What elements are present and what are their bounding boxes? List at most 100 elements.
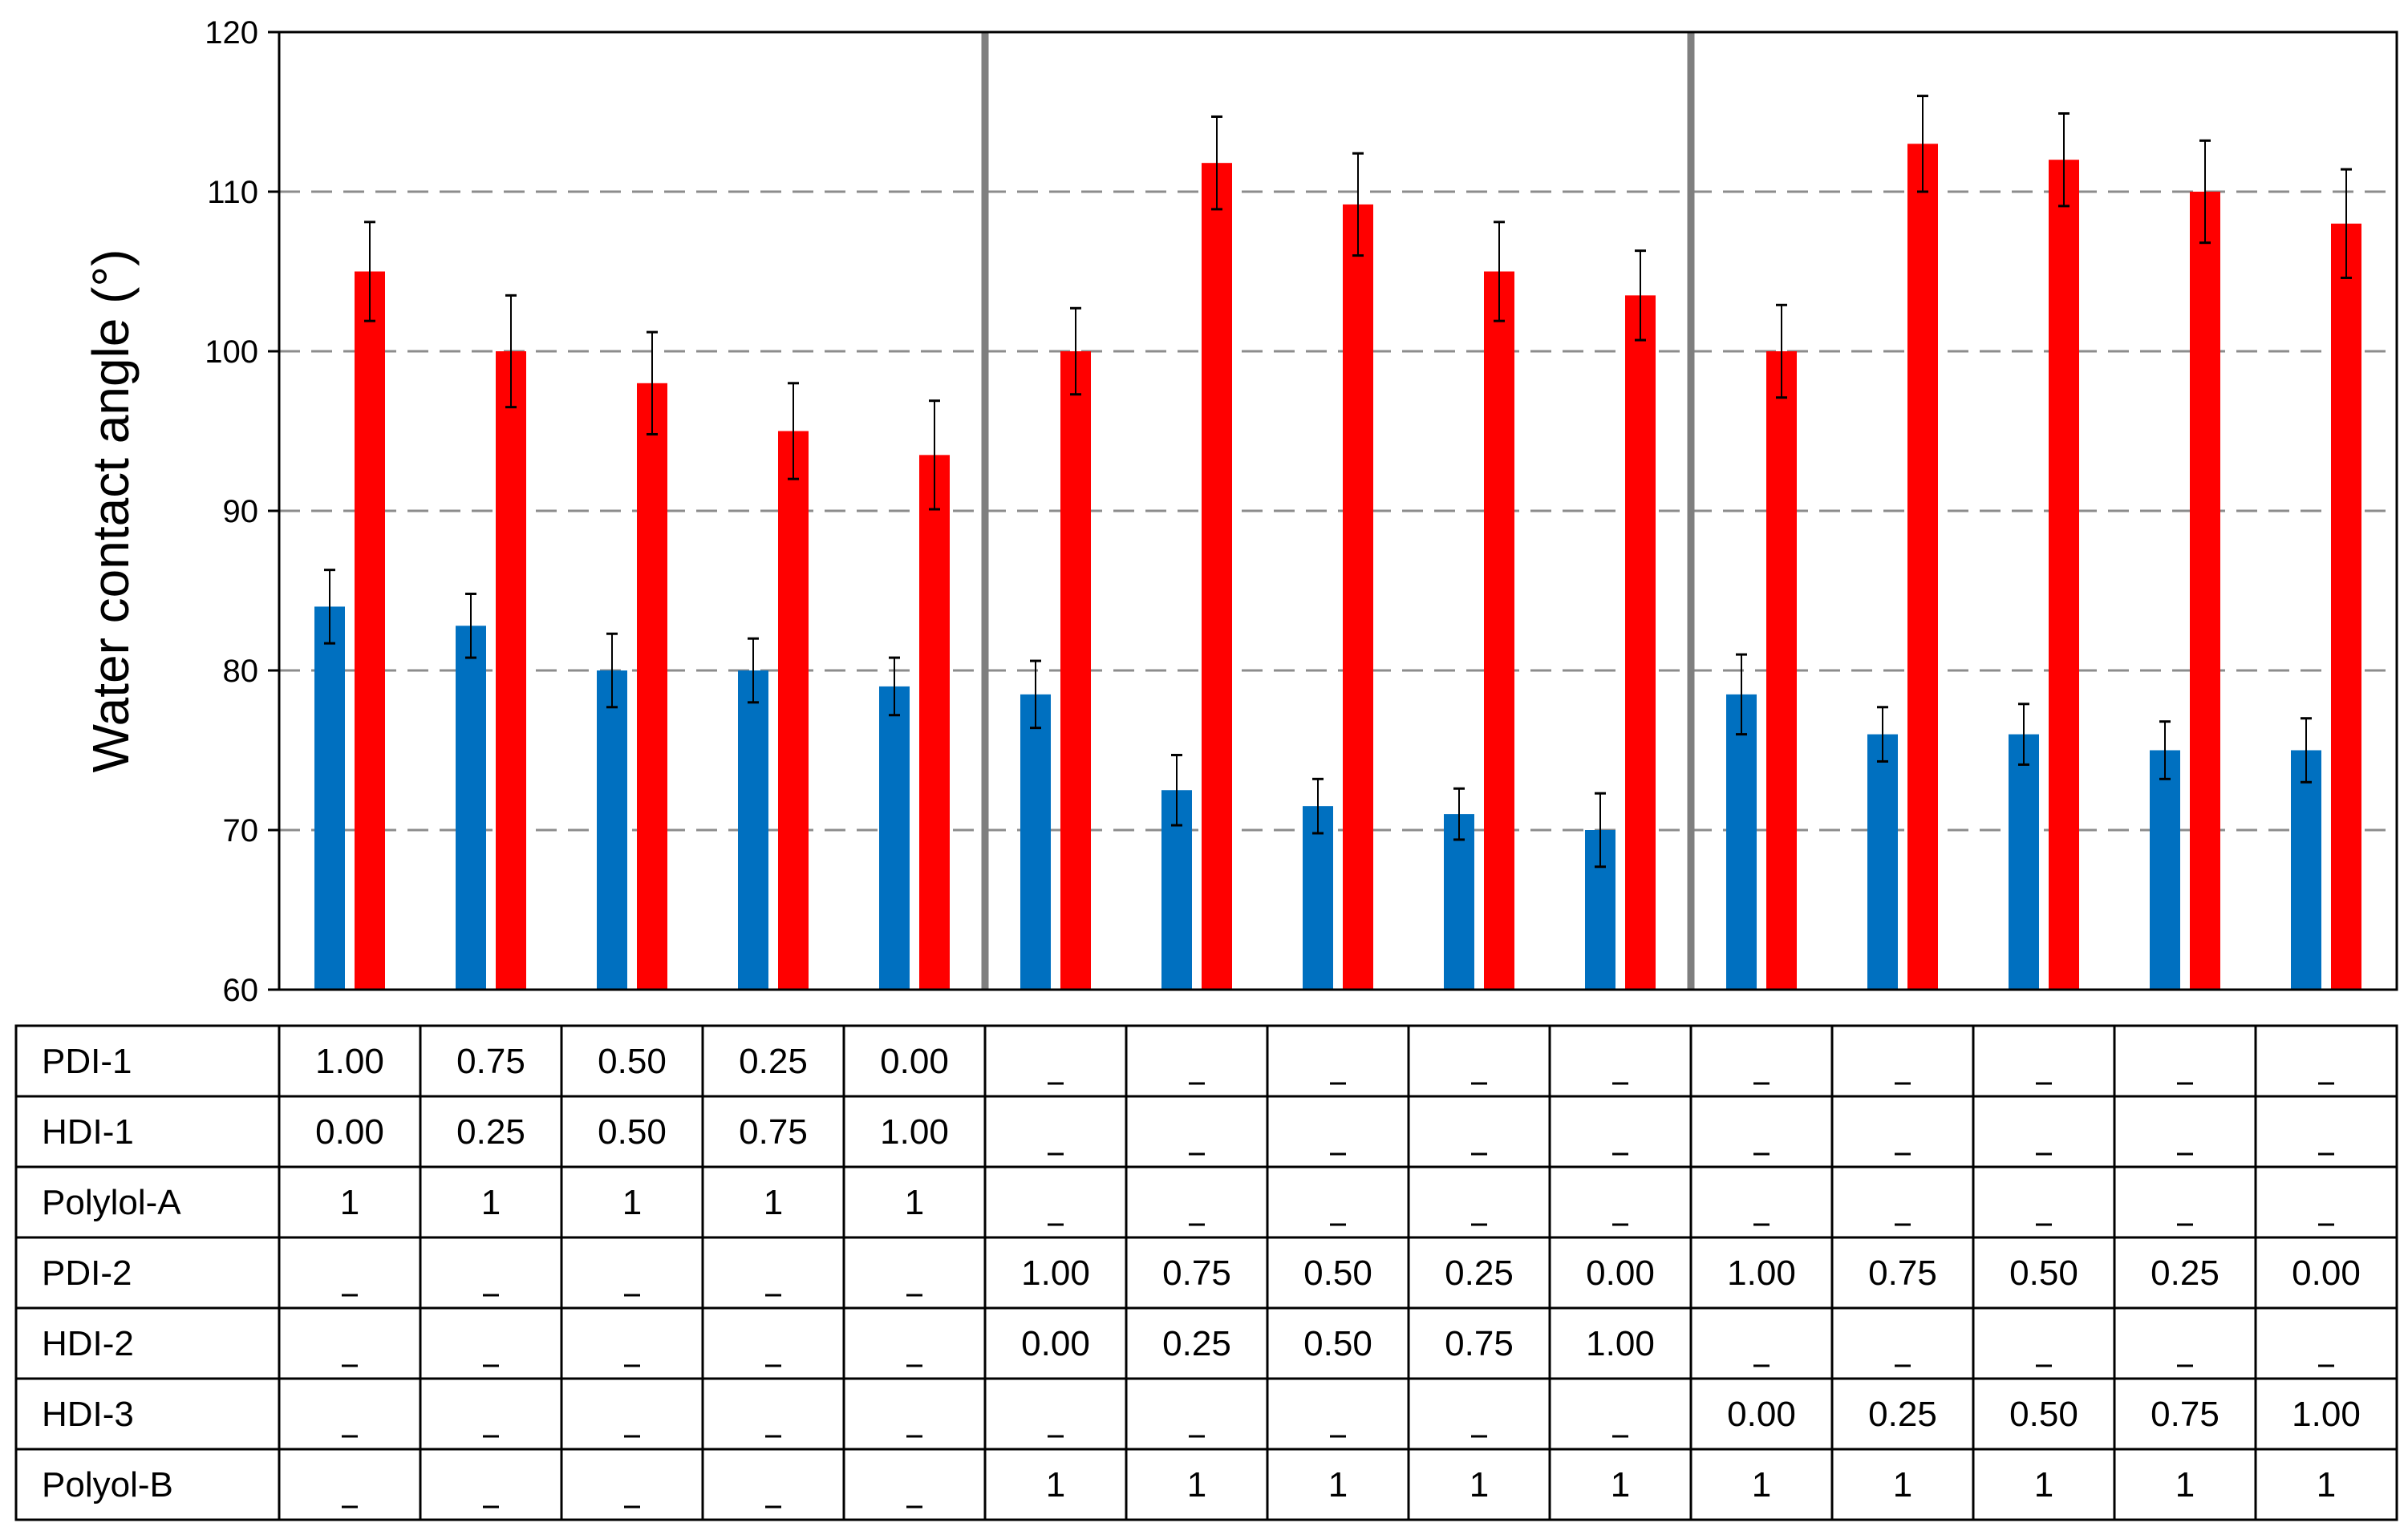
table-cell: 1 [2034,1465,2053,1505]
table-cell: 0.25 [2151,1253,2219,1293]
table-cell: 0.50 [598,1112,667,1152]
table-cell: 0.25 [456,1112,525,1152]
table-cell: 0.75 [1868,1253,1937,1293]
table-cell: 0.25 [1162,1324,1231,1363]
table-row-label: PDI-1 [42,1042,132,1081]
error-bar [1917,95,1928,193]
bar [1625,295,1656,990]
bar [1726,694,1757,990]
table-cell: 0.00 [880,1042,949,1081]
table-cell: 0.75 [2151,1395,2219,1434]
bar [1303,806,1333,990]
table-grid [14,1024,2398,1521]
error-bar [505,294,517,409]
table-cell: 1 [2317,1465,2336,1505]
table-cell: 1 [1187,1465,1206,1505]
table-cell: 1.00 [2292,1395,2361,1434]
bar [1867,734,1898,990]
composition-table: PDI-1 1.00 0.75 0.50 0.25 0.00 HDI-1 0.00 0.25 0.… [14,1024,2398,1521]
table-cell: 0.25 [1868,1395,1937,1434]
error-bar [2058,111,2070,208]
table-cell: 1 [1328,1465,1348,1505]
bar [1060,351,1091,990]
y-tick-label: 90 [223,494,259,529]
table-cell: 0.75 [456,1042,525,1081]
y-tick-label: 80 [223,654,259,689]
y-tick-label: 60 [223,973,259,1008]
table-cell: 0.00 [315,1112,384,1152]
bar [879,686,910,990]
error-bar [1877,706,1888,763]
table-row-label: PDI-2 [42,1253,132,1293]
table-cell: 1 [622,1183,642,1222]
bar [919,455,950,990]
bar [1907,144,1938,990]
error-bar [2018,703,2029,766]
error-bar [1453,787,1465,841]
table-cell: 0.00 [2292,1253,2361,1293]
error-bar [1352,152,1364,257]
table-cell: 1 [764,1183,783,1222]
bar [637,383,667,990]
bars [314,144,2361,990]
bar [778,431,809,990]
table-cell: 1 [905,1183,924,1222]
error-bar [465,592,476,659]
bar [2009,734,2039,990]
y-tick-label: 100 [205,334,258,370]
error-bar [1776,303,1787,399]
table-cell: 0.00 [1021,1324,1090,1363]
bar [1343,204,1373,990]
error-bar [324,569,335,645]
error-bar [606,632,618,709]
table-cell: 1 [1046,1465,1065,1505]
error-bar [2159,720,2171,780]
table-row: Polyol-B 1 1 1 1 1 1 1 1 1 1 [42,1465,2336,1509]
error-bar [1211,115,1222,211]
error-bar [1030,659,1041,730]
table-cell: 1.00 [315,1042,384,1081]
table-cell: 1.00 [1021,1253,1090,1293]
table-cell: 0.50 [1303,1253,1372,1293]
table-cell: 1 [2175,1465,2195,1505]
table-row-label: Polyol-B [42,1465,173,1505]
table-cell: 1 [1893,1465,1912,1505]
bar [355,271,385,990]
table-cell: 1.00 [1586,1324,1655,1363]
table-row: HDI-3 0.00 0.25 0.50 0.75 1.00 [42,1395,2361,1438]
table-cell: 1 [1611,1465,1630,1505]
table-cell: 0.75 [739,1112,808,1152]
bar [2331,223,2361,990]
table-cell: 0.25 [1445,1253,1514,1293]
error-bar [1494,221,1505,322]
table-row-label: HDI-2 [42,1324,134,1363]
error-bar [2199,139,2211,245]
bar [1766,351,1797,990]
bar [1020,694,1051,990]
error-bar [1070,306,1081,396]
table-cell: 1.00 [1727,1253,1796,1293]
error-bar [929,399,940,511]
error-bars [324,95,2352,869]
y-axis-title: Water contact angle (°) [82,249,140,773]
error-bar [1171,753,1182,827]
error-bar [788,382,799,480]
error-bar [1635,249,1646,342]
table-cell: 0.50 [1303,1324,1372,1363]
bar [597,670,627,990]
bar [496,351,526,990]
table-cell: 1 [481,1183,501,1222]
error-bar [2301,717,2312,784]
error-bar [1595,792,1606,869]
table-cell: 1 [340,1183,359,1222]
error-bar [647,330,658,435]
y-tick-label: 70 [223,813,259,848]
gridlines [279,190,2397,832]
table-cell: 0.00 [1586,1253,1655,1293]
table-row: HDI-2 0.00 0.25 0.50 0.75 1.00 [42,1324,2334,1367]
table-cell: 0.00 [1727,1395,1796,1434]
bar [1484,271,1514,990]
error-bar [364,221,375,322]
table-row: HDI-1 0.00 0.25 0.50 0.75 1.00 [42,1112,2334,1156]
